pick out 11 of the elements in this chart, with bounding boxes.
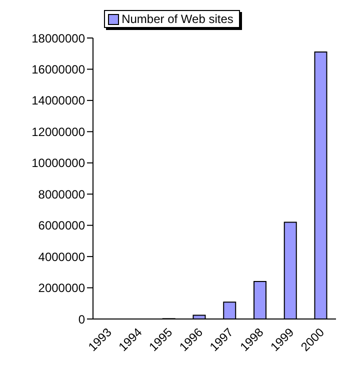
y-tick-label: 0 [78,312,86,326]
y-tick-label: 4000000 [38,250,86,264]
y-tick-label: 8000000 [38,187,86,202]
y-tick-label: 18000000 [32,31,86,46]
y-tick-label: 16000000 [32,62,86,76]
y-tick-label: 12000000 [32,124,86,139]
y-tick-label: 2000000 [38,281,86,296]
y-tick-label: 14000000 [32,94,86,108]
y-tick-label: 6000000 [38,218,86,233]
legend-label: Number of Web sites [120,12,234,26]
y-tick-label: 10000000 [32,156,86,170]
